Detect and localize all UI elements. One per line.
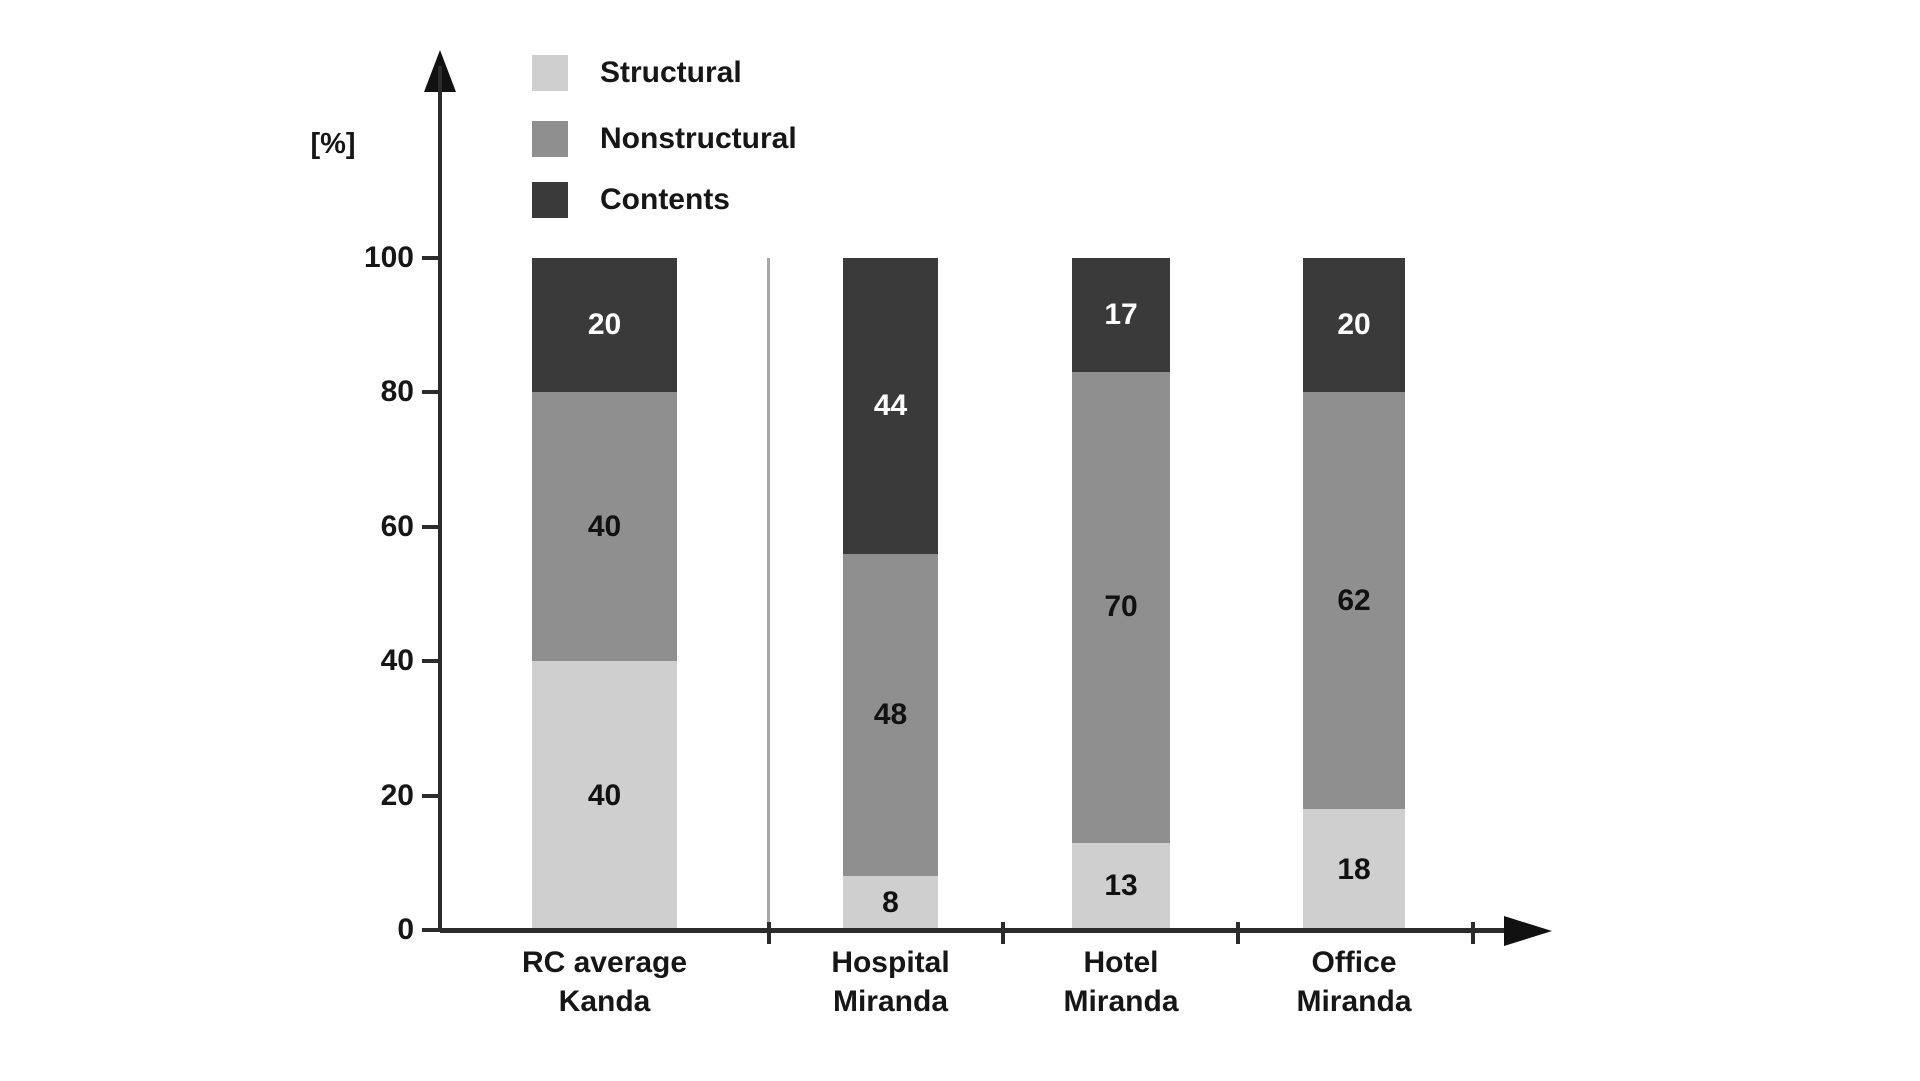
y-tick-label: 40	[380, 644, 414, 678]
bar-segment-nonstructural: 70	[1072, 372, 1170, 843]
y-tick-label: 20	[380, 778, 414, 812]
bar-value-label: 18	[1337, 852, 1371, 886]
bar-value-label: 20	[1337, 308, 1371, 342]
legend-label: Contents	[600, 183, 730, 216]
y-tick	[422, 256, 440, 260]
category-label: Office Miranda	[1214, 943, 1494, 1021]
bar-value-label: 70	[1104, 590, 1138, 624]
bar-segment-structural: 13	[1072, 842, 1170, 930]
legend-swatch-nonstructural	[532, 121, 568, 157]
y-tick	[422, 390, 440, 395]
y-tick-label: 80	[380, 375, 414, 409]
category-label-line1: RC average	[521, 946, 688, 979]
bar-value-label: 17	[1104, 298, 1138, 332]
category-label-line2: Miranda	[1063, 985, 1179, 1018]
bar-value-label: 20	[587, 308, 622, 342]
y-tick	[422, 659, 440, 664]
category-label: RC average Kanda	[465, 943, 745, 1021]
category-label-line2: Miranda	[832, 985, 949, 1018]
bar-value-label: 13	[1104, 869, 1138, 903]
category-label-line1: Hospital	[831, 946, 950, 979]
y-tick-label: 100	[363, 241, 414, 274]
y-tick	[422, 524, 440, 529]
x-axis-line	[440, 928, 1512, 933]
category-label: Hotel Miranda	[981, 943, 1261, 1021]
y-tick-label: 60	[380, 509, 414, 543]
x-tick	[1236, 922, 1240, 944]
legend-swatch-structural	[532, 55, 568, 91]
legend-swatch-contents	[532, 182, 568, 218]
bar-value-label: 40	[587, 778, 622, 812]
bar-segment-contents: 44	[843, 258, 938, 554]
x-axis-arrowhead	[1504, 916, 1552, 946]
y-axis-unit-label: [%]	[310, 128, 356, 160]
bar-segment-structural: 40	[532, 661, 677, 930]
bar-segment-structural: 8	[843, 876, 938, 930]
bar-segment-nonstructural: 48	[843, 553, 938, 877]
bar-segment-nonstructural: 40	[532, 392, 677, 662]
bar-segment-contents: 20	[532, 258, 677, 393]
legend-label: Nonstructural	[600, 122, 797, 155]
category-label: Hospital Miranda	[751, 943, 1031, 1021]
y-tick	[422, 928, 440, 932]
category-label-line1: Hotel	[1083, 946, 1159, 979]
category-label-line2: Miranda	[1296, 985, 1412, 1018]
divider-line	[767, 258, 770, 932]
y-tick-label: 0	[397, 913, 414, 946]
x-tick	[1471, 922, 1475, 944]
y-tick	[422, 793, 440, 798]
category-label-line1: Office	[1311, 946, 1397, 979]
x-tick	[1001, 922, 1005, 944]
bar-segment-contents: 17	[1072, 258, 1170, 373]
bar-segment-nonstructural: 62	[1303, 392, 1405, 810]
bar-segment-contents: 20	[1303, 258, 1405, 393]
legend-label: Structural	[600, 56, 742, 89]
bar-value-label: 44	[873, 388, 908, 422]
category-label-line2: Kanda	[558, 985, 651, 1018]
x-tick	[767, 922, 771, 944]
bar-segment-structural: 18	[1303, 809, 1405, 930]
y-axis-line	[438, 66, 442, 932]
bar-value-label: 62	[1337, 583, 1371, 617]
bar-value-label: 48	[873, 697, 908, 731]
bar-value-label: 40	[587, 509, 622, 543]
bar-value-label: 8	[882, 886, 899, 920]
